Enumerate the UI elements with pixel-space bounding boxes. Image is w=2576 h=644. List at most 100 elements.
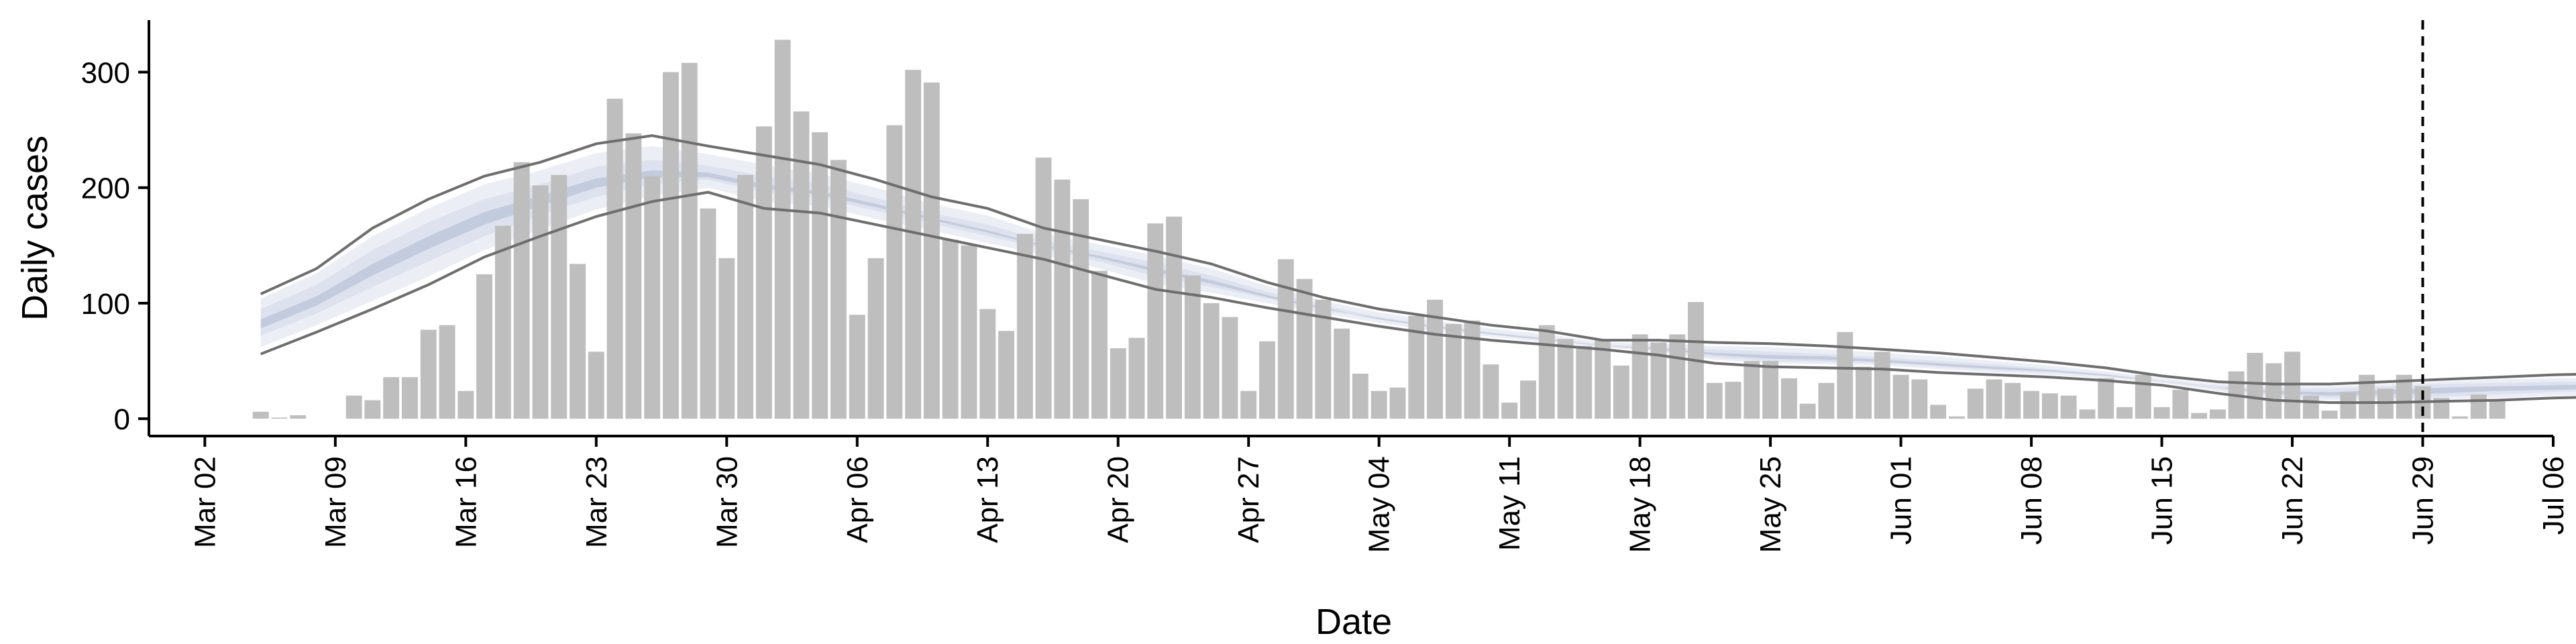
bar — [942, 239, 959, 419]
bar — [812, 132, 828, 419]
bar — [867, 258, 884, 419]
bar — [420, 329, 437, 419]
x-tick-label: Jun 01 — [1885, 456, 1918, 545]
bar — [1408, 315, 1425, 419]
bar — [2452, 416, 2468, 419]
bar — [625, 133, 642, 419]
x-tick-label: Mar 23 — [580, 456, 613, 548]
x-tick-label: May 25 — [1754, 456, 1787, 553]
bar — [905, 70, 922, 419]
x-tick-label: Apr 13 — [971, 456, 1004, 543]
bar — [1520, 380, 1536, 419]
bar — [998, 331, 1014, 419]
bar — [2135, 374, 2151, 419]
bar — [1856, 366, 1872, 419]
bar — [1837, 332, 1854, 419]
bar — [1445, 323, 1462, 419]
bar — [2023, 390, 2039, 419]
bar — [1501, 402, 1518, 419]
bar — [644, 176, 661, 419]
bar — [886, 125, 903, 419]
bar — [2433, 398, 2450, 419]
y-tick-label: 300 — [81, 57, 130, 90]
bar — [1818, 382, 1835, 419]
bar — [439, 325, 455, 419]
bar — [718, 258, 735, 419]
bar — [1464, 320, 1481, 419]
bar — [774, 40, 791, 419]
lower-interval-line — [260, 191, 2576, 405]
bar — [1762, 361, 1779, 419]
bar — [1110, 348, 1126, 419]
bar — [1277, 259, 1294, 419]
bar — [551, 174, 568, 419]
bar — [271, 417, 288, 419]
bar — [1035, 157, 1052, 419]
bar — [1669, 334, 1686, 419]
bar — [1240, 390, 1257, 419]
bar — [606, 99, 623, 419]
bar — [700, 208, 716, 419]
bar — [513, 162, 530, 419]
bar — [1371, 390, 1387, 419]
bar — [1016, 233, 1033, 419]
bar — [1538, 325, 1555, 419]
bar — [1874, 352, 1890, 419]
bar — [290, 415, 307, 419]
bar — [345, 395, 362, 419]
bar — [476, 274, 492, 419]
bar — [1166, 216, 1182, 419]
bar — [1892, 374, 1909, 419]
bar — [2041, 393, 2058, 419]
x-tick-label: Jun 08 — [2015, 456, 2048, 545]
bar — [830, 160, 847, 419]
bar — [2098, 378, 2114, 419]
bar — [923, 83, 940, 419]
bar — [402, 377, 418, 419]
bar — [1091, 270, 1108, 419]
bar — [494, 225, 511, 419]
bar — [1054, 179, 1071, 419]
x-tick-label: Apr 20 — [1102, 456, 1135, 543]
bar — [1184, 275, 1201, 419]
bar — [849, 315, 865, 419]
bar — [2004, 382, 2021, 419]
bars — [252, 40, 2506, 419]
bar — [2116, 407, 2133, 419]
x-tick-label: Mar 30 — [710, 456, 743, 548]
bar — [2079, 409, 2096, 419]
bar — [2191, 413, 2208, 419]
bar — [1706, 382, 1723, 419]
x-tick-label: May 11 — [1493, 456, 1526, 551]
x-tick-label: May 18 — [1624, 456, 1657, 553]
x-axis-title: Date — [1316, 602, 1392, 642]
bar — [1073, 199, 1089, 419]
bar — [458, 390, 474, 419]
bar — [1743, 361, 1760, 419]
bar — [532, 185, 549, 419]
bar — [1128, 337, 1145, 419]
bar — [2060, 395, 2077, 419]
x-axis: Mar 02 Mar 09 Mar 16 Mar 23 Mar 30 Apr 06 Apr … — [149, 435, 2570, 553]
bar — [2489, 400, 2506, 419]
y-axis-title: Daily cases — [15, 136, 55, 321]
bar — [2396, 374, 2412, 419]
bar — [1781, 378, 1797, 419]
bar — [1334, 328, 1350, 419]
bar — [1576, 345, 1593, 419]
bar — [1930, 405, 1947, 419]
bar — [1613, 365, 1629, 419]
bar — [1557, 339, 1574, 419]
x-tick-label: Mar 16 — [449, 456, 482, 548]
bar — [1631, 334, 1648, 419]
y-tick-label: 200 — [81, 172, 130, 205]
bar — [1389, 387, 1406, 419]
y-tick-label: 0 — [114, 403, 130, 436]
x-tick-label: Jun 15 — [2146, 456, 2179, 545]
bar — [2153, 407, 2170, 419]
x-tick-label: Apr 06 — [841, 456, 874, 543]
bar — [588, 352, 604, 419]
bar — [1967, 388, 1984, 419]
x-tick-label: Jun 22 — [2276, 456, 2309, 545]
